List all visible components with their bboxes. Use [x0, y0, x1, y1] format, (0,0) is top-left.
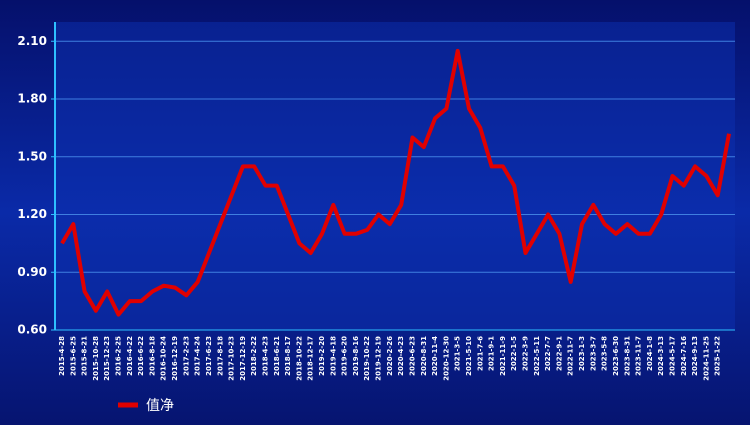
x-tick-label: 2018-2-22 — [250, 336, 258, 376]
x-tick-label: 2021-11-9 — [499, 336, 507, 376]
x-tick-label: 2017-12-19 — [239, 336, 247, 381]
x-tick-label: 2018-6-21 — [273, 336, 281, 376]
x-tick-label: 2022-7-7 — [544, 336, 552, 371]
x-tick-label: 2022-3-9 — [522, 336, 530, 371]
x-tick-label: 2019-10-22 — [363, 336, 371, 381]
x-tick-label: 2023-3-7 — [589, 336, 597, 371]
x-tick-label: 2020-11-4 — [431, 336, 439, 376]
x-tick-label: 2016-10-24 — [160, 336, 168, 381]
x-tick-label: 2016-4-22 — [126, 336, 134, 376]
x-tick-label: 2015-8-21 — [81, 336, 89, 376]
x-tick-label: 2015-10-28 — [92, 336, 100, 381]
y-tick-label: 0.60 — [17, 323, 47, 337]
x-tick-label: 2018-12-17 — [307, 336, 315, 381]
x-tick-label: 2024-9-13 — [691, 336, 699, 376]
x-tick-label: 2017-8-18 — [216, 336, 224, 376]
x-tick-label: 2016-2-25 — [115, 336, 123, 376]
x-tick-label: 2020-6-23 — [408, 336, 416, 376]
x-tick-label: 2017-6-23 — [205, 336, 213, 376]
x-tick-label: 2019-8-16 — [352, 336, 360, 376]
x-tick-label: 2020-8-31 — [420, 336, 428, 376]
x-tick-label: 2023-1-3 — [578, 336, 586, 371]
x-tick-label: 2023-5-8 — [601, 336, 609, 371]
x-tick-label: 2016-12-19 — [171, 336, 179, 381]
x-tick-label: 2024-3-13 — [657, 336, 665, 376]
x-tick-label: 2022-9-1 — [555, 336, 563, 371]
x-tick-label: 2022-11-7 — [567, 336, 575, 376]
x-tick-label: 2021-3-5 — [454, 336, 462, 371]
x-tick-label: 2025-1-22 — [714, 336, 722, 376]
x-tick-label: 2023-11-7 — [635, 336, 643, 376]
x-tick-label: 2017-10-23 — [228, 336, 236, 381]
x-tick-label: 2022-1-5 — [510, 336, 518, 371]
x-tick-label: 2017-4-24 — [194, 336, 202, 376]
y-tick-label: 2.10 — [17, 34, 47, 48]
x-tick-label: 2020-12-30 — [442, 336, 450, 381]
y-tick-label: 1.80 — [17, 92, 47, 106]
x-tick-label: 2018-10-22 — [295, 336, 303, 381]
x-tick-label: 2015-12-23 — [103, 336, 111, 381]
x-tick-label: 2016-6-22 — [137, 336, 145, 376]
x-tick-label: 2021-7-6 — [476, 336, 484, 371]
x-tick-label: 2019-12-19 — [375, 336, 383, 381]
x-tick-label: 2024-1-8 — [646, 336, 654, 371]
x-tick-label: 2019-2-20 — [318, 336, 326, 376]
x-tick-label: 2017-2-23 — [182, 336, 190, 376]
x-tick-label: 2021-9-1 — [488, 336, 496, 371]
x-tick-label: 2019-4-18 — [329, 336, 337, 376]
y-tick-label: 1.20 — [17, 207, 47, 221]
x-tick-label: 2023-8-31 — [623, 336, 631, 376]
x-tick-label: 2020-4-23 — [397, 336, 405, 376]
legend-label: 值净 — [146, 398, 174, 414]
x-tick-label: 2015-4-28 — [58, 336, 66, 376]
x-tick-label: 2018-4-23 — [261, 336, 269, 376]
x-tick-label: 2021-5-10 — [465, 336, 473, 376]
plot-area — [55, 22, 735, 330]
x-tick-label: 2019-6-20 — [341, 336, 349, 376]
x-tick-label: 2024-5-17 — [668, 336, 676, 376]
x-tick-label: 2023-6-30 — [612, 336, 620, 376]
x-tick-label: 2024-11-25 — [702, 336, 710, 381]
x-tick-label: 2018-8-17 — [284, 336, 292, 376]
x-tick-label: 2016-8-18 — [148, 336, 156, 376]
x-tick-label: 2020-2-26 — [386, 336, 394, 376]
y-tick-label: 0.90 — [17, 265, 47, 279]
series-line — [60, 48, 731, 317]
x-tick-label: 2022-5-11 — [533, 336, 541, 376]
x-tick-label: 2015-6-25 — [69, 336, 77, 376]
y-tick-label: 1.50 — [17, 149, 47, 163]
x-tick-label: 2024-7-16 — [680, 336, 688, 376]
